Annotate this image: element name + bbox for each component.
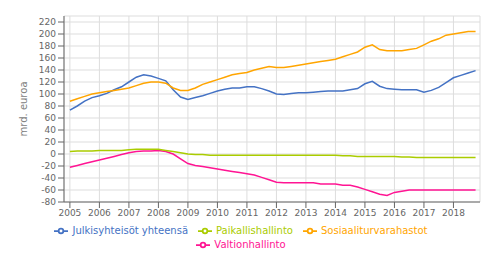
svg-text:160: 160 — [39, 53, 56, 63]
svg-text:2009: 2009 — [176, 208, 199, 218]
svg-text:120: 120 — [39, 77, 56, 87]
svg-text:60: 60 — [45, 113, 57, 123]
html-text:Valtionhallinto: Valtionhallinto — [214, 239, 286, 250]
html-text:Paikallishallinto: Paikallishallinto — [216, 225, 293, 236]
svg-text:2012: 2012 — [265, 208, 288, 218]
svg-text:200: 200 — [39, 29, 56, 39]
svg-text:180: 180 — [39, 41, 56, 51]
svg-text:100: 100 — [39, 89, 56, 99]
svg-text:80: 80 — [45, 101, 57, 111]
svg-text:2015: 2015 — [353, 208, 376, 218]
svg-text:140: 140 — [39, 65, 56, 75]
svg-text:2014: 2014 — [324, 208, 347, 218]
svg-text:2006: 2006 — [88, 208, 111, 218]
svg-text:2013: 2013 — [294, 208, 317, 218]
svg-text:2008: 2008 — [147, 208, 170, 218]
svg-text:2011: 2011 — [235, 208, 258, 218]
svg-text:2010: 2010 — [206, 208, 229, 218]
svg-text:20: 20 — [45, 137, 57, 147]
svg-text:2016: 2016 — [383, 208, 406, 218]
html-text:Sosiaaliturvarahastot: Sosiaaliturvarahastot — [321, 225, 428, 236]
svg-text:mrd. euroa: mrd. euroa — [18, 81, 29, 136]
svg-text:220: 220 — [39, 17, 56, 27]
html-text:Julkisyhteisöt yhteensä: Julkisyhteisöt yhteensä — [72, 225, 188, 236]
svg-text:-40: -40 — [41, 173, 56, 183]
svg-text:2007: 2007 — [117, 208, 140, 218]
svg-text:0: 0 — [50, 149, 56, 159]
svg-text:-60: -60 — [41, 185, 56, 195]
svg-text:-20: -20 — [41, 161, 56, 171]
svg-text:2005: 2005 — [58, 208, 81, 218]
svg-text:40: 40 — [45, 125, 57, 135]
svg-text:-80: -80 — [41, 197, 56, 207]
svg-text:2017: 2017 — [412, 208, 435, 218]
svg-text:2018: 2018 — [442, 208, 465, 218]
